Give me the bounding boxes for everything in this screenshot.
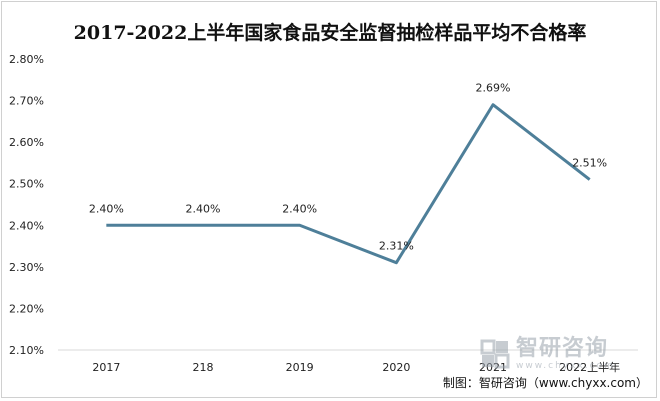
watermark-name: 智研咨询: [516, 335, 609, 361]
y-tick-label: 2.70%: [9, 95, 44, 108]
y-tick-label: 2.10%: [9, 344, 44, 357]
data-label: 2.40%: [282, 202, 317, 215]
source-credit: 制图：智研咨询（www.chyxx.com）: [442, 376, 648, 390]
data-label: 2.51%: [572, 157, 607, 170]
y-tick-label: 2.40%: [9, 219, 44, 232]
y-tick-label: 2.30%: [9, 261, 44, 274]
data-labels: 2.40% 2.40% 2.40% 2.31% 2.69% 2.51%: [89, 82, 607, 253]
x-tick-label: 2022上半年: [559, 360, 620, 374]
y-tick-label: 2.20%: [9, 302, 44, 315]
y-tick-label: 2.80%: [9, 53, 44, 66]
series-line: [106, 103, 591, 265]
data-label: 2.40%: [89, 202, 124, 215]
y-axis-ticks: 2.10% 2.20% 2.30% 2.40% 2.50% 2.60% 2.70% 2.80%: [9, 53, 44, 357]
watermark-url: www.chyxx.com: [516, 360, 615, 371]
x-tick-label: 2017: [92, 361, 120, 374]
x-tick-label: 218: [193, 361, 214, 374]
data-label: 2.31%: [379, 240, 414, 253]
watermark: 智研咨询 www.chyxx.com: [480, 334, 650, 374]
x-tick-label: 2019: [286, 361, 314, 374]
y-tick-label: 2.50%: [9, 178, 44, 191]
data-label: 2.69%: [476, 82, 511, 95]
data-label: 2.40%: [186, 202, 221, 215]
y-tick-label: 2.60%: [9, 136, 44, 149]
chyxx-logo-icon: [480, 339, 510, 369]
chart-title: 2017-2022上半年国家食品安全监督抽检样品平均不合格率: [73, 22, 587, 44]
x-tick-label: 2020: [382, 361, 410, 374]
